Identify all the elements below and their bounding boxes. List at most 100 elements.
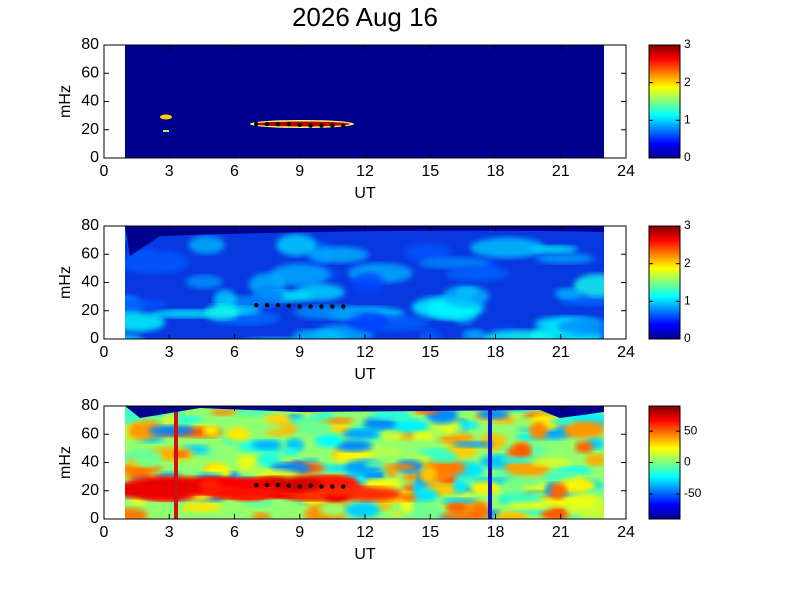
x-tick-label: 15 [421, 163, 439, 180]
patch [453, 478, 468, 494]
patch [417, 257, 491, 269]
patch [594, 512, 604, 519]
patch [370, 410, 413, 421]
band [207, 487, 273, 499]
trace-point [308, 483, 313, 489]
band [274, 476, 323, 492]
trace-point [319, 484, 324, 489]
patch [445, 266, 509, 282]
x-tick-label: 9 [295, 344, 304, 361]
patch [437, 433, 475, 444]
patch [125, 507, 148, 519]
trace-point [319, 123, 324, 128]
x-tick-label: 24 [617, 344, 635, 361]
patch [550, 418, 574, 425]
x-tick-label: 21 [552, 163, 570, 180]
x-tick-label: 18 [487, 163, 505, 180]
patch [441, 497, 478, 505]
x-tick-label: 0 [100, 344, 109, 361]
patch [244, 423, 284, 431]
y-axis-label: mHz [57, 446, 74, 479]
patch [125, 250, 189, 274]
y-tick-label: 40 [81, 93, 99, 110]
patch [251, 512, 271, 519]
patch [495, 511, 530, 519]
y-tick-label: 60 [81, 425, 99, 442]
y-tick-label: 80 [81, 397, 99, 414]
y-tick-label: 40 [81, 274, 99, 291]
trace-point [319, 304, 324, 309]
patch [346, 311, 389, 332]
patch [281, 447, 300, 456]
x-tick-label: 9 [295, 524, 304, 541]
x-tick-label: 12 [356, 524, 374, 541]
patch [412, 431, 434, 441]
colorbar [648, 405, 681, 520]
colorbar-tick-label: 0 [684, 150, 691, 164]
colorbar-tick-label: 50 [684, 423, 698, 437]
trace-point [341, 484, 346, 489]
patch [428, 452, 459, 463]
x-tick-label: 15 [421, 344, 439, 361]
trace-point [275, 121, 281, 127]
y-tick-label: 20 [81, 302, 99, 319]
trace-point [264, 121, 270, 127]
patch [125, 298, 168, 310]
y-tick-label: 60 [81, 64, 99, 81]
patch [334, 439, 373, 452]
x-tick-label: 6 [230, 344, 239, 361]
x-tick-label: 24 [617, 163, 635, 180]
upper-edge [125, 226, 604, 256]
patch [236, 454, 257, 470]
x-tick-label: 0 [100, 163, 109, 180]
y-tick-label: 80 [81, 217, 99, 234]
patch [563, 420, 604, 439]
trace-point [286, 483, 292, 489]
patch [345, 502, 381, 519]
spot [163, 130, 169, 132]
line-artifact [488, 406, 492, 519]
band [199, 478, 221, 493]
patch [421, 465, 437, 484]
trace-point [330, 123, 335, 128]
upper-edge [125, 406, 604, 418]
colorbar-tick-label: 2 [684, 256, 691, 270]
patch [580, 509, 597, 519]
chart-title: 2026 Aug 16 [292, 2, 438, 32]
patch [400, 498, 414, 514]
band [307, 487, 371, 496]
patch [224, 426, 251, 441]
colorbar [648, 44, 681, 159]
patch [573, 273, 604, 298]
x-tick-label: 24 [617, 524, 635, 541]
patch [379, 463, 418, 471]
trace-point [341, 123, 346, 128]
x-tick-label: 3 [165, 344, 174, 361]
patch [469, 481, 501, 495]
patch [554, 287, 582, 300]
patch [584, 453, 604, 467]
patch [258, 451, 281, 468]
patch [512, 441, 532, 457]
patch [204, 304, 240, 320]
patch [309, 246, 369, 263]
patch [202, 425, 220, 436]
patch [162, 412, 177, 426]
x-tick-label: 0 [100, 524, 109, 541]
colorbar-tick-label: 1 [684, 294, 691, 308]
spectrogram [125, 406, 604, 519]
patch [442, 425, 456, 432]
patch [127, 424, 159, 440]
patch [125, 312, 166, 332]
patch [364, 461, 387, 468]
patch [445, 503, 469, 513]
x-tick-label: 9 [295, 163, 304, 180]
y-axis-label: mHz [57, 266, 74, 299]
patch [128, 468, 150, 478]
x-axis-label: UT [354, 185, 376, 202]
x-tick-label: 3 [165, 163, 174, 180]
patch [314, 432, 343, 448]
patch [188, 235, 225, 254]
x-tick-label: 21 [552, 524, 570, 541]
field [125, 45, 604, 158]
